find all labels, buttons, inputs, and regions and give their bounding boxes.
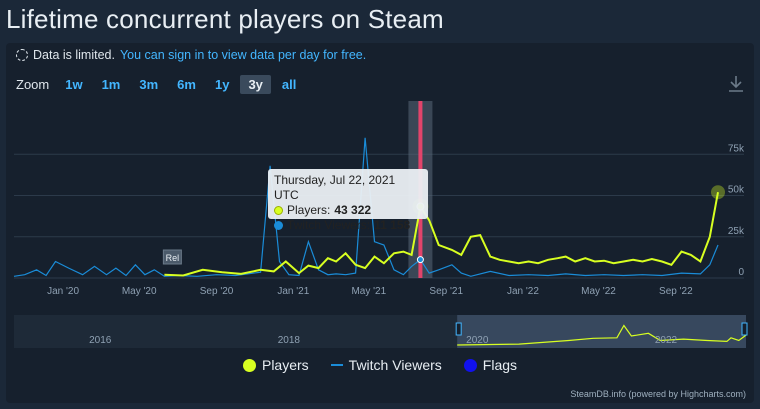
chart-legend: Players Twitch Viewers Flags [6, 357, 754, 373]
x-tick-label: May '21 [351, 286, 386, 297]
y-tick-label: 25k [728, 226, 745, 237]
x-tick-label: Jan '20 [47, 286, 79, 297]
twitch-dot-icon [274, 221, 283, 230]
x-tick-label: May '20 [122, 286, 157, 297]
navigator-players-line [457, 324, 747, 346]
legend-twitch-label: Twitch Viewers [348, 357, 442, 373]
x-tick-label: Jan '21 [277, 286, 309, 297]
chart-credits[interactable]: SteamDB.info (powered by Highcharts.com) [570, 389, 746, 399]
x-tick-label: May '22 [581, 286, 616, 297]
navigator-handle-left[interactable] [455, 322, 462, 336]
tooltip-players-label: Players: [287, 203, 331, 217]
data-limited-notice: Data is limited. You can sign in to view… [16, 48, 366, 62]
download-icon[interactable] [728, 75, 744, 93]
tooltip-twitch-value: 11 158 [374, 218, 411, 232]
twitch-hover-point [416, 256, 424, 264]
legend-flags-label: Flags [482, 357, 518, 373]
zoom-button-6m[interactable]: 6m [177, 77, 196, 92]
tooltip-players-row: Players: 43 322 [274, 203, 422, 218]
chart-plot[interactable]: 0 25k 50k 75k Jan '20 May '20 Sep '20 Jan '21 Ma… [6, 43, 754, 403]
x-tick-label: Sep '20 [200, 286, 234, 297]
zoom-button-1m[interactable]: 1m [101, 77, 121, 92]
info-circle-icon [16, 49, 28, 61]
navigator-tick-label: 2020 [466, 335, 489, 346]
x-tick-label: Jan '22 [507, 286, 539, 297]
navigator-tick-label: 2018 [278, 335, 301, 346]
navigator-selection [457, 315, 746, 348]
zoom-button-all[interactable]: all [281, 77, 297, 92]
chart-tooltip: Thursday, Jul 22, 2021 UTC Players: 43 3… [268, 169, 428, 232]
tooltip-date: Thursday, Jul 22, 2021 UTC [274, 173, 396, 202]
notice-text: Data is limited. [33, 48, 115, 62]
page-title: Lifetime concurrent players on Steam [6, 4, 444, 34]
y-tick-label: 75k [728, 143, 745, 154]
chart-panel: Data is limited. You can sign in to view… [6, 43, 754, 403]
x-tick-label: Sep '21 [429, 286, 463, 297]
legend-item-players[interactable]: Players [242, 357, 309, 373]
players-dot-icon [274, 206, 283, 215]
flags-legend-icon [463, 358, 477, 372]
release-flag-label: Rel [166, 253, 180, 263]
zoom-button-1w[interactable]: 1w [65, 77, 83, 92]
twitch-viewers-line [13, 137, 719, 277]
tooltip-twitch-row: Twitch Viewers: 11 158 [274, 218, 422, 233]
y-tick-label: 50k [728, 185, 745, 196]
y-tick-label: 0 [738, 267, 744, 278]
zoom-label: Zoom [16, 77, 50, 92]
players-end-halo [711, 185, 725, 200]
tooltip-twitch-label: Twitch Viewers: [287, 218, 371, 232]
zoom-button-1y[interactable]: 1y [214, 77, 230, 92]
navigator-tick-label: 2022 [655, 335, 678, 346]
twitch-legend-icon [330, 364, 343, 366]
navigator-handle-right[interactable] [741, 322, 748, 336]
players-legend-icon [242, 358, 256, 372]
zoom-bar: Zoom 1w 1m 3m 6m 1y 3y all [16, 75, 307, 94]
players-line [164, 192, 719, 277]
navigator-tick-label: 2016 [89, 335, 112, 346]
release-flag [162, 249, 182, 265]
legend-players-label: Players [261, 357, 309, 373]
legend-item-flags[interactable]: Flags [463, 357, 518, 373]
zoom-button-3m[interactable]: 3m [139, 77, 159, 92]
x-tick-label: Sep '22 [659, 286, 693, 297]
sign-in-link[interactable]: You can sign in to view data per day for… [119, 48, 367, 62]
tooltip-players-value: 43 322 [334, 203, 372, 217]
legend-item-twitch[interactable]: Twitch Viewers [330, 357, 442, 373]
zoom-button-3y[interactable]: 3y [240, 75, 271, 94]
